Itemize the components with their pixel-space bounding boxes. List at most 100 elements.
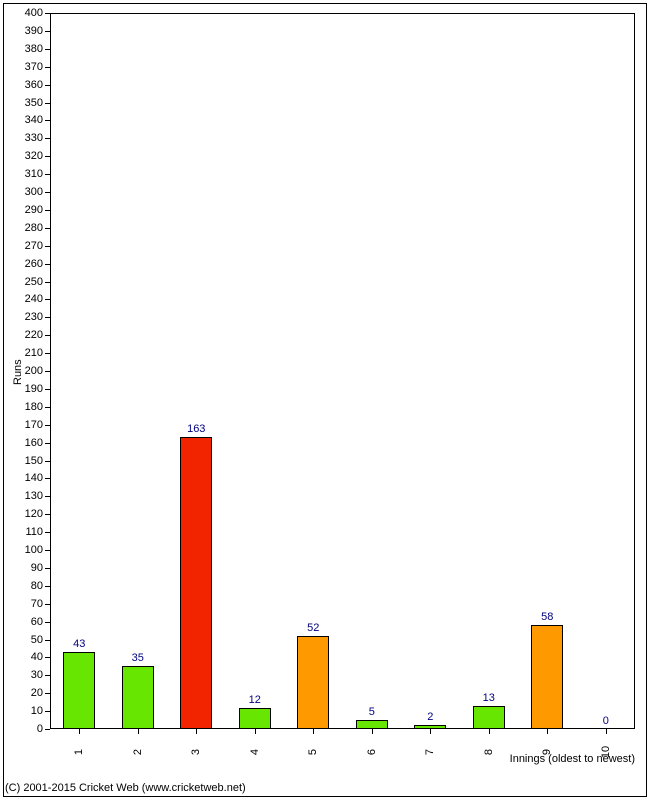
- ytick-mark: [45, 282, 50, 283]
- bar: [531, 625, 563, 729]
- ytick-label: 220: [25, 329, 43, 341]
- ytick-mark: [45, 210, 50, 211]
- xtick-mark: [606, 729, 607, 734]
- ytick-label: 120: [25, 508, 43, 520]
- ytick-label: 360: [25, 79, 43, 91]
- ytick-label: 370: [25, 61, 43, 73]
- ytick-mark: [45, 550, 50, 551]
- xtick-mark: [313, 729, 314, 734]
- bar-value-label: 12: [249, 694, 261, 706]
- ytick-mark: [45, 461, 50, 462]
- credit-text: (C) 2001-2015 Cricket Web (www.cricketwe…: [5, 782, 246, 794]
- ytick-label: 60: [31, 616, 43, 628]
- ytick-mark: [45, 675, 50, 676]
- xtick-mark: [372, 729, 373, 734]
- ytick-label: 260: [25, 258, 43, 270]
- ytick-mark: [45, 156, 50, 157]
- ytick-mark: [45, 532, 50, 533]
- ytick-mark: [45, 729, 50, 730]
- ytick-label: 290: [25, 204, 43, 216]
- xtick-label: 7: [424, 749, 436, 755]
- bar-value-label: 5: [369, 706, 375, 718]
- ytick-label: 320: [25, 150, 43, 162]
- ytick-label: 70: [31, 598, 43, 610]
- ytick-mark: [45, 317, 50, 318]
- ytick-label: 270: [25, 240, 43, 252]
- ytick-label: 90: [31, 562, 43, 574]
- bar-value-label: 163: [187, 423, 205, 435]
- ytick-label: 400: [25, 7, 43, 19]
- ytick-mark: [45, 478, 50, 479]
- bar: [63, 652, 95, 729]
- x-axis-label: Innings (oldest to newest): [510, 753, 635, 765]
- xtick-label: 6: [366, 749, 378, 755]
- ytick-label: 380: [25, 43, 43, 55]
- ytick-label: 250: [25, 276, 43, 288]
- ytick-mark: [45, 13, 50, 14]
- ytick-mark: [45, 264, 50, 265]
- ytick-mark: [45, 586, 50, 587]
- ytick-mark: [45, 246, 50, 247]
- bar-value-label: 43: [73, 638, 85, 650]
- ytick-mark: [45, 568, 50, 569]
- ytick-mark: [45, 496, 50, 497]
- xtick-label: 2: [132, 749, 144, 755]
- ytick-label: 100: [25, 544, 43, 556]
- ytick-label: 130: [25, 490, 43, 502]
- ytick-label: 350: [25, 97, 43, 109]
- xtick-label: 4: [249, 749, 261, 755]
- bar-value-label: 58: [541, 611, 553, 623]
- bar-value-label: 13: [483, 692, 495, 704]
- ytick-label: 20: [31, 687, 43, 699]
- ytick-mark: [45, 138, 50, 139]
- bar: [297, 636, 329, 729]
- ytick-label: 240: [25, 293, 43, 305]
- bar: [414, 725, 446, 729]
- ytick-mark: [45, 514, 50, 515]
- ytick-mark: [45, 711, 50, 712]
- ytick-mark: [45, 640, 50, 641]
- ytick-mark: [45, 103, 50, 104]
- ytick-mark: [45, 335, 50, 336]
- ytick-mark: [45, 371, 50, 372]
- ytick-mark: [45, 353, 50, 354]
- bar: [180, 437, 212, 729]
- ytick-mark: [45, 120, 50, 121]
- ytick-mark: [45, 407, 50, 408]
- ytick-label: 140: [25, 472, 43, 484]
- ytick-label: 0: [37, 723, 43, 735]
- ytick-label: 300: [25, 186, 43, 198]
- ytick-label: 10: [31, 705, 43, 717]
- ytick-mark: [45, 67, 50, 68]
- bar-value-label: 35: [132, 652, 144, 664]
- ytick-label: 30: [31, 669, 43, 681]
- ytick-label: 280: [25, 222, 43, 234]
- xtick-label: 5: [307, 749, 319, 755]
- ytick-label: 170: [25, 419, 43, 431]
- ytick-label: 160: [25, 437, 43, 449]
- bar-value-label: 2: [427, 711, 433, 723]
- ytick-mark: [45, 389, 50, 390]
- ytick-mark: [45, 31, 50, 32]
- ytick-mark: [45, 228, 50, 229]
- xtick-mark: [547, 729, 548, 734]
- ytick-label: 80: [31, 580, 43, 592]
- ytick-label: 190: [25, 383, 43, 395]
- ytick-mark: [45, 299, 50, 300]
- ytick-label: 330: [25, 132, 43, 144]
- ytick-label: 40: [31, 651, 43, 663]
- xtick-mark: [255, 729, 256, 734]
- ytick-label: 230: [25, 311, 43, 323]
- ytick-mark: [45, 657, 50, 658]
- xtick-mark: [79, 729, 80, 734]
- ytick-label: 200: [25, 365, 43, 377]
- bar-value-label: 52: [307, 622, 319, 634]
- ytick-label: 310: [25, 168, 43, 180]
- bar: [122, 666, 154, 729]
- ytick-label: 210: [25, 347, 43, 359]
- xtick-label: 8: [483, 749, 495, 755]
- bar: [239, 708, 271, 729]
- xtick-label: 1: [73, 749, 85, 755]
- ytick-mark: [45, 604, 50, 605]
- ytick-label: 180: [25, 401, 43, 413]
